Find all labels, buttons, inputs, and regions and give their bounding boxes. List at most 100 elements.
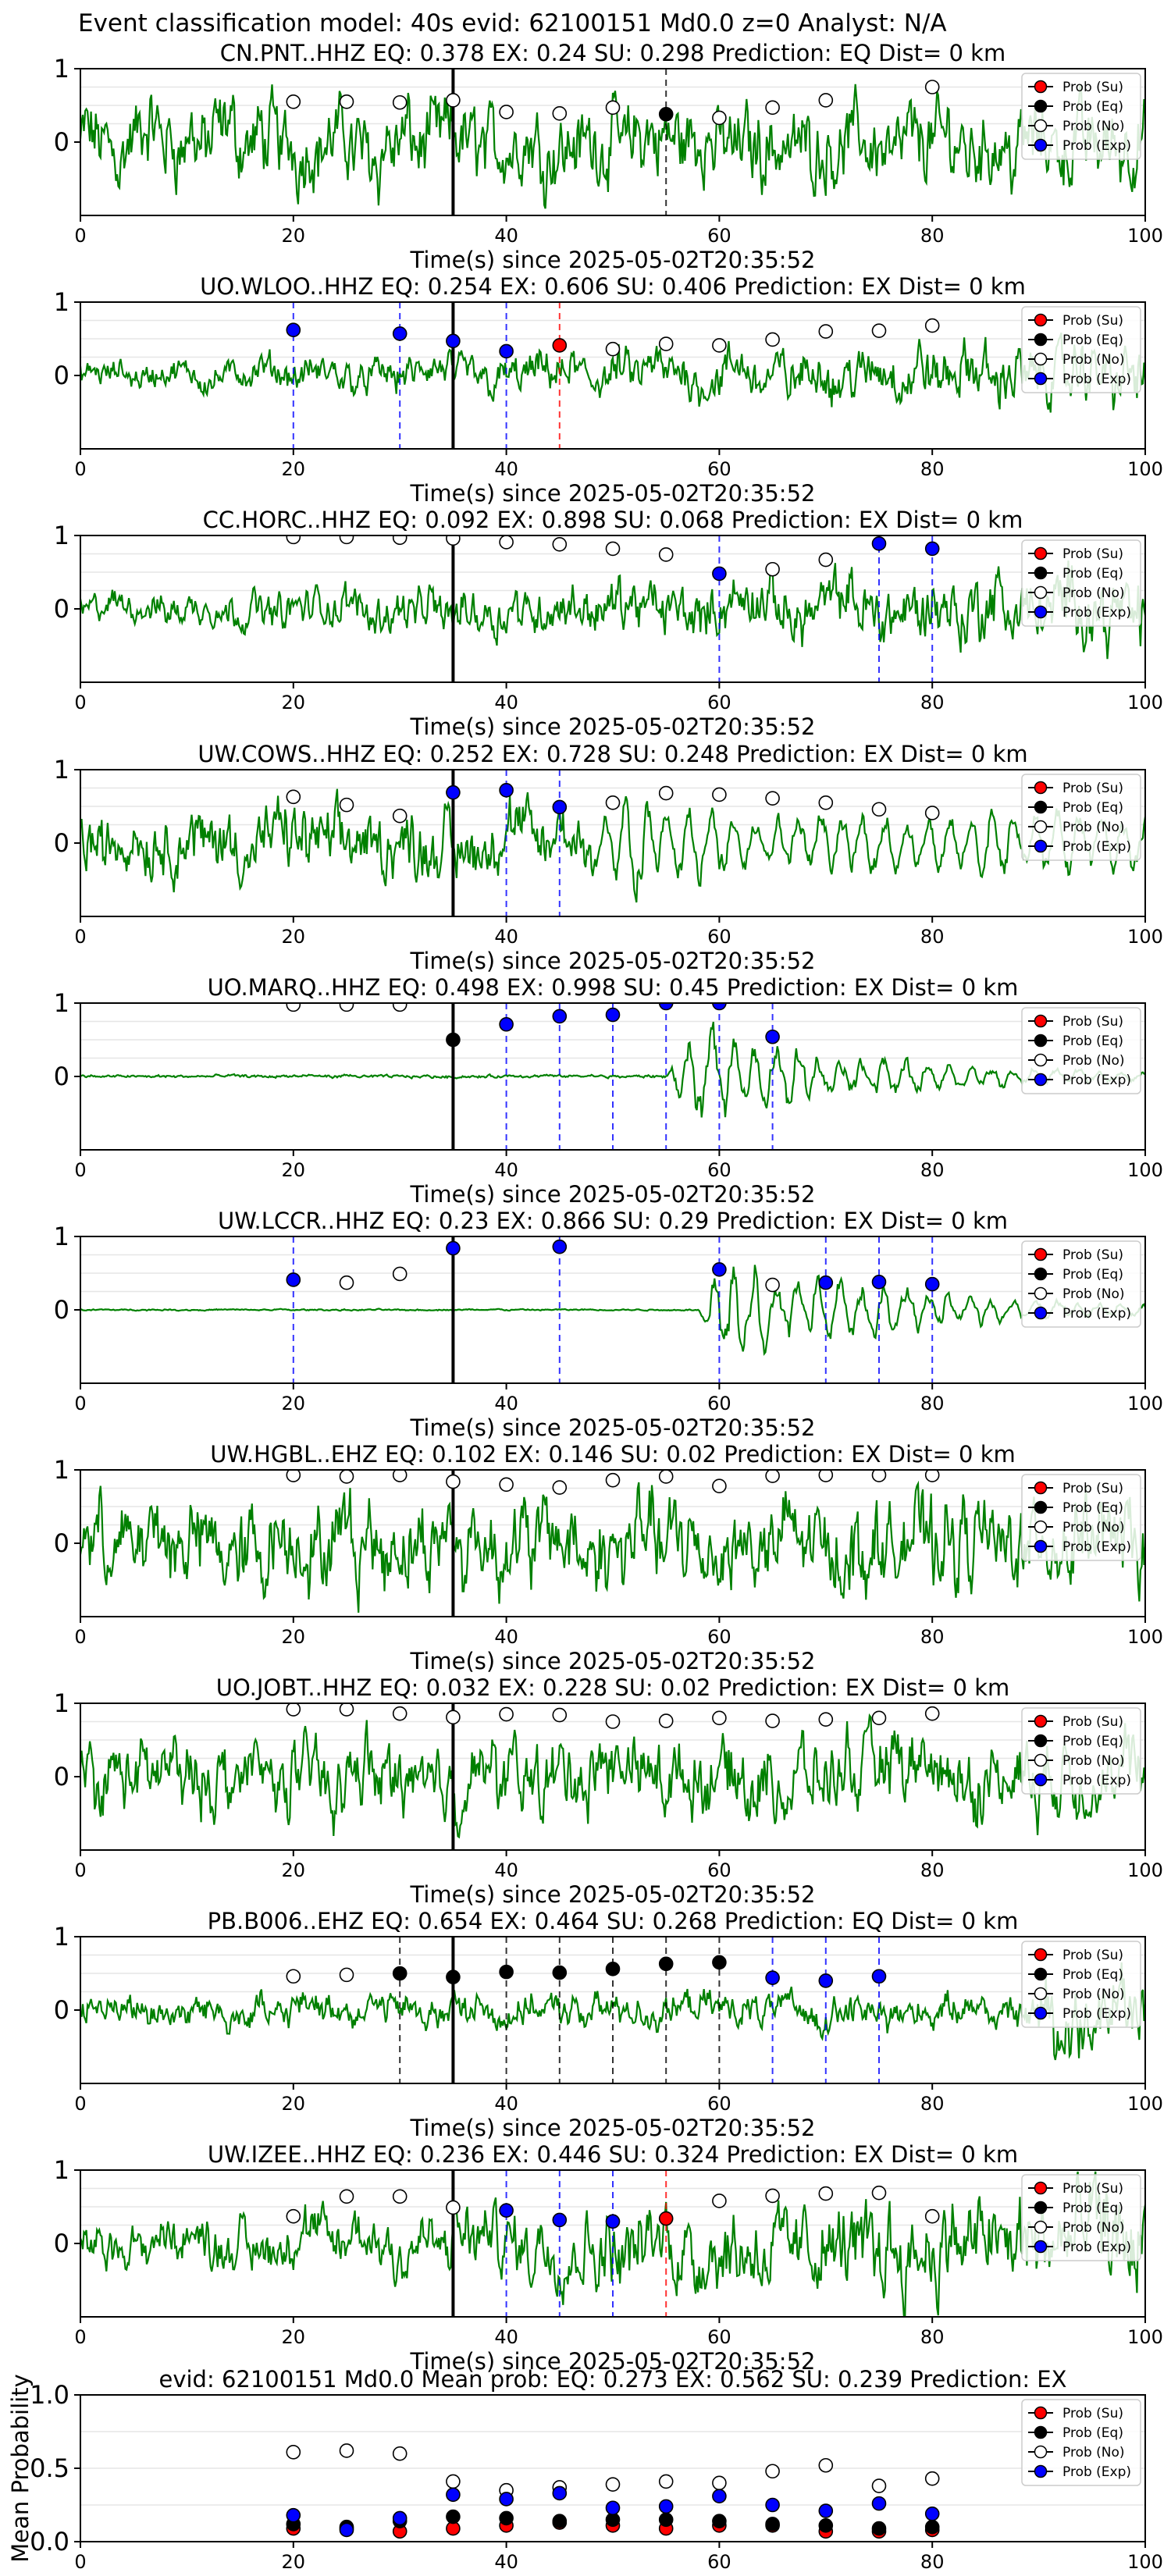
legend-marker-su xyxy=(1034,781,1048,795)
legend-label: Prob (Su) xyxy=(1062,1014,1123,1030)
prob-point-no xyxy=(392,94,408,110)
xtick-label: 40 xyxy=(494,1859,518,1881)
legend-marker-eq xyxy=(1034,99,1048,113)
ytick-label: 1 xyxy=(54,287,69,317)
mean-point-exp xyxy=(818,2503,834,2518)
ytick-label: 0 xyxy=(54,1995,69,2025)
x-axis-label: Time(s) since 2025-05-02T20:35:52 xyxy=(410,1181,816,1208)
prob-point-no xyxy=(658,1470,674,1484)
mean-point-exp xyxy=(552,2485,568,2501)
panel-2: UO.WLOO..HHZ EQ: 0.254 EX: 0.606 SU: 0.4… xyxy=(54,273,1163,507)
panel-8: UO.JOBT..HHZ EQ: 0.032 EX: 0.228 SU: 0.0… xyxy=(54,1674,1163,1908)
x-axis-label: Time(s) since 2025-05-02T20:35:52 xyxy=(410,1648,816,1674)
prob-point-exp xyxy=(446,1240,461,1256)
prob-point-exp xyxy=(499,2203,514,2218)
prob-point-exp xyxy=(392,326,408,341)
mean-point-no xyxy=(924,2471,940,2486)
prob-point-no xyxy=(765,100,780,116)
prob-point-exp xyxy=(552,2212,568,2228)
legend-marker-no xyxy=(1034,1753,1048,1767)
legend-label: Prob (Eq) xyxy=(1062,2201,1123,2216)
x-axis-label: Time(s) since 2025-05-02T20:35:52 xyxy=(410,1881,816,1908)
legend-label: Prob (Exp) xyxy=(1062,2240,1131,2255)
xtick-label: 20 xyxy=(282,692,306,713)
plot-area xyxy=(80,2170,1145,2317)
legend-box xyxy=(1021,1474,1141,1561)
prob-point-no xyxy=(446,535,461,546)
xtick-label: 100 xyxy=(1127,1159,1163,1181)
axes-frame xyxy=(80,769,1146,917)
panel-title: CN.PNT..HHZ EQ: 0.378 EX: 0.24 SU: 0.298… xyxy=(220,40,1005,66)
ytick-label: 0.0 xyxy=(30,2527,69,2556)
ytick-label: 1 xyxy=(54,1688,69,1718)
legend-label: Prob (Su) xyxy=(1062,546,1123,562)
prob-point-no xyxy=(712,2194,727,2208)
legend-marker-exp xyxy=(1034,1773,1048,1787)
legend-marker-eq xyxy=(1034,2201,1048,2215)
prob-point-no xyxy=(924,1470,940,1482)
waveform-line xyxy=(80,84,1145,209)
mean-point-exp xyxy=(286,2507,301,2523)
mean-point-no xyxy=(339,2443,354,2458)
prob-point-no xyxy=(818,552,834,568)
prob-point-no xyxy=(286,789,301,805)
ytick-label: 1 xyxy=(54,54,69,84)
legend-label: Prob (No) xyxy=(1062,1753,1125,1769)
prob-point-exp xyxy=(871,1274,887,1290)
xtick-label: 40 xyxy=(494,692,518,713)
legend-marker-su xyxy=(1034,2406,1048,2420)
plot-area xyxy=(80,1003,1145,1150)
ytick-label: 1 xyxy=(54,1922,69,1952)
prob-point-exp xyxy=(871,536,887,551)
prob-point-no xyxy=(286,1703,301,1717)
legend-marker-no xyxy=(1034,820,1048,834)
xtick-label: 80 xyxy=(920,2551,945,2573)
prob-point-no xyxy=(765,1470,780,1483)
xtick-label: 20 xyxy=(282,926,306,948)
mean-point-exp xyxy=(499,2492,514,2507)
xtick-label: 40 xyxy=(494,225,518,247)
xtick-label: 60 xyxy=(707,1626,731,1648)
legend-marker-eq xyxy=(1034,2425,1048,2439)
panel-title: UO.JOBT..HHZ EQ: 0.032 EX: 0.228 SU: 0.0… xyxy=(216,1674,1010,1701)
legend-label: Prob (Eq) xyxy=(1062,1967,1123,1983)
prob-point-exp xyxy=(286,1272,301,1287)
panel-9: PB.B006..EHZ EQ: 0.654 EX: 0.464 SU: 0.2… xyxy=(54,1908,1163,2141)
legend-marker-exp xyxy=(1034,605,1048,619)
prob-point-no xyxy=(658,785,674,801)
legend-label: Prob (Exp) xyxy=(1062,372,1131,387)
waveform-line xyxy=(80,788,1145,903)
panel-title: UO.WLOO..HHZ EQ: 0.254 EX: 0.606 SU: 0.4… xyxy=(200,273,1026,300)
legend-box xyxy=(1021,306,1141,393)
legend-marker-eq xyxy=(1034,1267,1048,1281)
prob-point-no xyxy=(499,535,514,550)
prob-point-no xyxy=(871,802,887,817)
prob-point-no xyxy=(339,2189,354,2204)
ytick-label: 1 xyxy=(54,755,69,785)
prob-point-no xyxy=(924,318,940,333)
xtick-label: 80 xyxy=(920,926,945,948)
legend-marker-no xyxy=(1034,1987,1048,2001)
prob-point-no xyxy=(446,1710,461,1725)
prob-point-no xyxy=(339,1967,354,1983)
plot-area xyxy=(80,1470,1145,1617)
xtick-label: 80 xyxy=(920,692,945,713)
prob-point-no xyxy=(924,80,940,94)
legend-label: Prob (No) xyxy=(1062,2445,1125,2460)
legend-box xyxy=(1021,539,1141,627)
prob-point-exp xyxy=(924,1276,940,1292)
ytick-label: 0 xyxy=(54,2229,69,2258)
mean-point-exp xyxy=(765,2497,780,2513)
legend-label: Prob (Eq) xyxy=(1062,800,1123,816)
legend-marker-no xyxy=(1034,119,1048,133)
legend-label: Prob (Exp) xyxy=(1062,2464,1131,2480)
prob-point-eq xyxy=(658,106,674,122)
prob-point-no xyxy=(924,1706,940,1721)
prob-point-no xyxy=(286,94,301,109)
legend-label: Prob (Su) xyxy=(1062,1714,1123,1730)
legend-marker-su xyxy=(1034,1247,1048,1261)
ytick-label: 0.5 xyxy=(30,2453,69,2483)
prob-point-no xyxy=(871,1470,887,1482)
legend-marker-exp xyxy=(1034,2006,1048,2020)
prob-point-exp xyxy=(924,541,940,557)
